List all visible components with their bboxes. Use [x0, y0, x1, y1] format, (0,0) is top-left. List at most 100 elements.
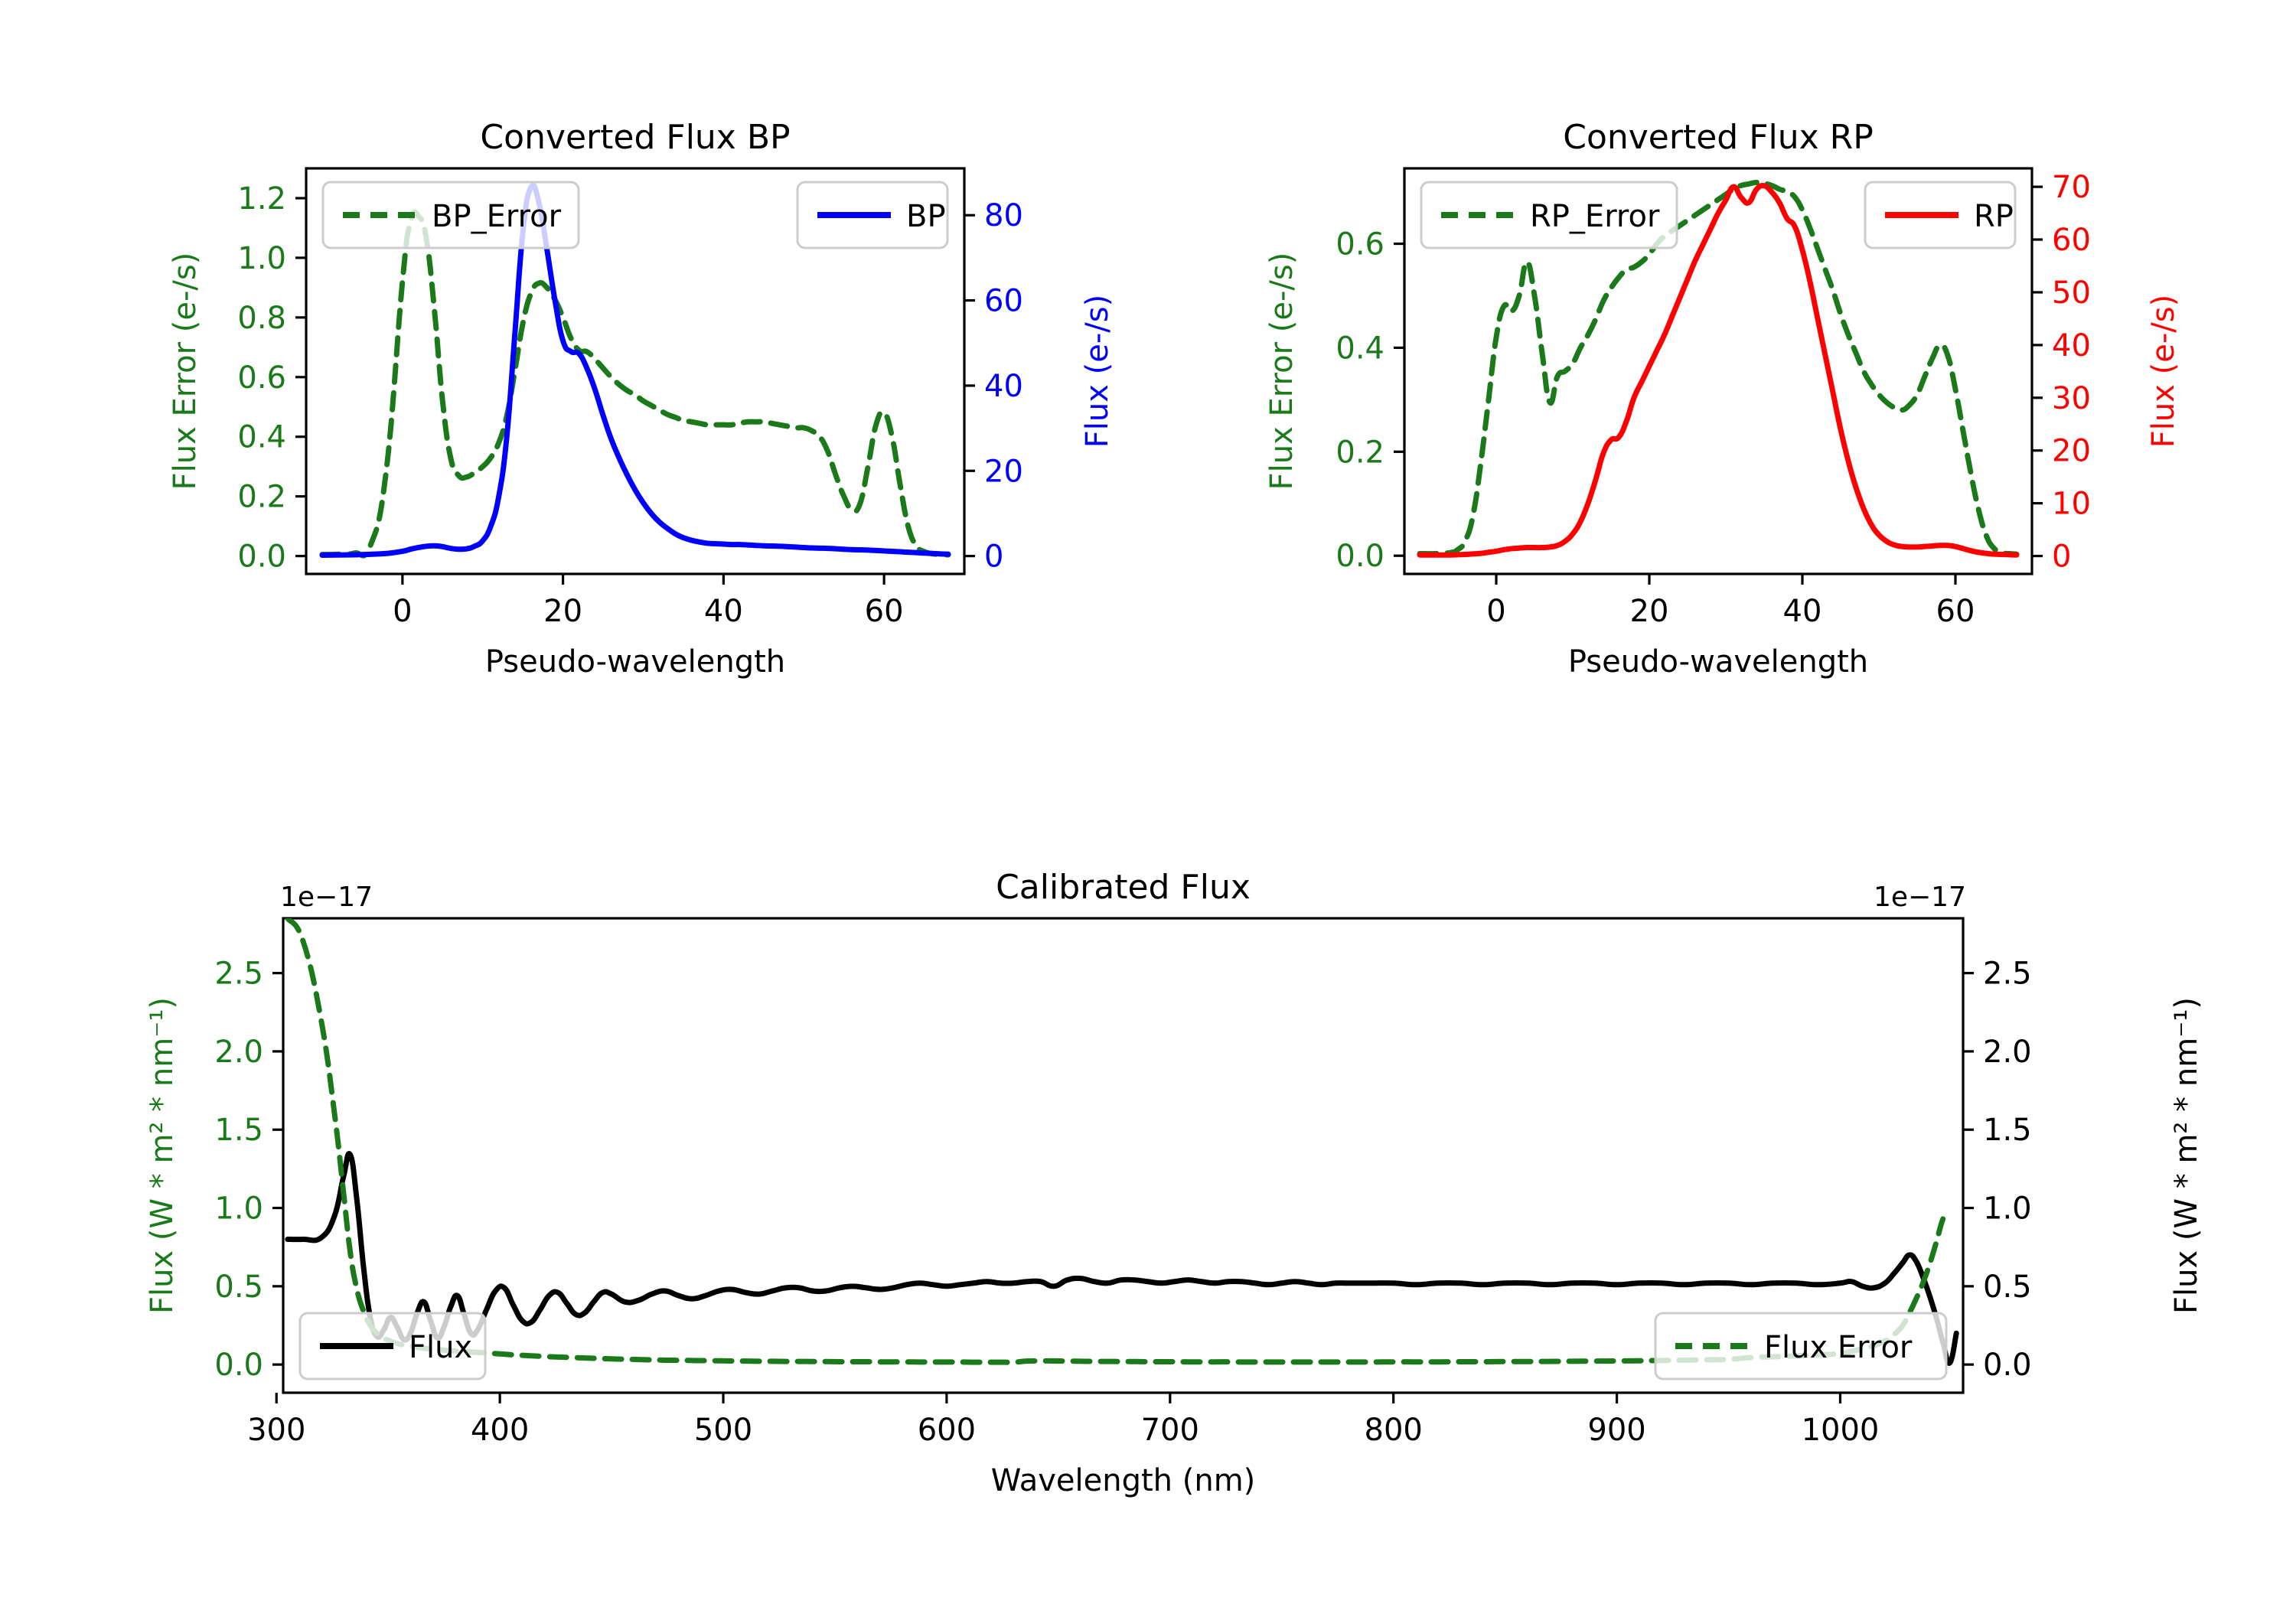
data-curves: [319, 182, 951, 559]
y-tick-label-right: 1.0: [1983, 1191, 2032, 1227]
chart-panel-converted-flux-rp: Converted Flux RP 0 20 40 60 Pseudo-wavelengt…: [1102, 84, 2296, 804]
x-tick-label: 60: [865, 594, 904, 629]
legend-box: [321, 181, 580, 249]
x-tick-label: 700: [1141, 1413, 1199, 1448]
legend-label: Flux Error: [1764, 1330, 1913, 1365]
chart-title-converted-flux-bp: Converted Flux BP: [480, 118, 790, 157]
x-tick-label: 40: [704, 594, 743, 629]
x-axis-label: Wavelength (nm): [991, 1463, 1256, 1498]
series-bp-error: [319, 209, 951, 559]
legend-label: BP_Error: [432, 199, 562, 234]
series-rp: [1417, 182, 2020, 558]
plot-frame: [282, 917, 1965, 1394]
y-axis-left: 0.0 0.5 1.0 1.5 2.0 2.5 Flux (W * m² * nm⁻¹): [145, 957, 283, 1383]
legend-box: [1420, 181, 1678, 249]
data-curves: [285, 918, 1959, 1366]
y-axis-label-right: Flux (W * m² * nm⁻¹): [2169, 997, 2204, 1314]
x-axis: 0 20 40 60 Pseudo-wavelength: [393, 574, 904, 680]
y-tick-label-left: 1.5: [214, 1113, 263, 1148]
legend-bp[interactable]: BP: [796, 181, 949, 249]
chart-panel-converted-flux-bp: Converted Flux BP 0 20 40 60 Pseudo-wavelengt…: [0, 84, 1194, 804]
y-tick-label-left: 2.5: [214, 957, 263, 992]
y-tick-label-right: 2.0: [1983, 1035, 2032, 1070]
legend-rp[interactable]: RP: [1864, 181, 2017, 249]
y-tick-label-right: 60: [2052, 223, 2091, 258]
y-axis-right: 0.0 0.5 1.0 1.5 2.0 2.5 Flux (W * m² * nm⁻¹): [1963, 957, 2204, 1383]
y-tick-label-right: 80: [984, 198, 1023, 233]
y-axis-right: 0 20 40 60 80 Flux (e-/s): [964, 198, 1115, 575]
series-rp-error: [1417, 179, 2020, 557]
y-tick-label-left: 0.4: [1336, 331, 1384, 366]
chart-title-converted-flux-rp: Converted Flux RP: [1563, 118, 1874, 157]
x-tick-label: 600: [918, 1413, 976, 1448]
y-axis-left: 0.0 0.2 0.4 0.6 Flux Error (e-/s): [1264, 227, 1404, 574]
y-axis-left: 0.0 0.2 0.4 0.6 0.8 1.0 1.2 Flux Error (e-/s): [168, 181, 306, 575]
x-tick-label: 900: [1587, 1413, 1645, 1448]
y-axis-right: 0 10 20 30 40 50 60 70 Flux (e-/s): [2032, 170, 2181, 575]
y-tick-label-left: 0.2: [237, 480, 286, 515]
x-tick-label: 40: [1783, 594, 1822, 629]
chart-title-calibrated-flux: Calibrated Flux: [996, 868, 1251, 907]
y-tick-label-right: 20: [984, 454, 1023, 489]
x-axis-label: Pseudo-wavelength: [485, 644, 785, 680]
legend-label: RP: [1974, 199, 2014, 234]
y-axis-label-left: Flux Error (e-/s): [1264, 253, 1300, 491]
legend-rp-error[interactable]: RP_Error: [1420, 181, 1678, 249]
y-tick-label-right: 40: [984, 369, 1023, 404]
x-tick-label: 60: [1936, 594, 1975, 629]
plot-frame: [305, 167, 966, 575]
y-tick-label-right: 0.0: [1983, 1348, 2032, 1383]
data-curves: [1417, 179, 2020, 558]
y-tick-label-right: 0.5: [1983, 1270, 2032, 1305]
plot-frame: [1403, 167, 2033, 575]
x-tick-label: 300: [247, 1413, 305, 1448]
series-flux: [285, 1151, 1959, 1366]
y-tick-label-left: 0.0: [214, 1348, 263, 1383]
y-tick-label-left: 0.2: [1336, 435, 1384, 470]
legend-bp-error[interactable]: BP_Error: [321, 181, 580, 249]
y-tick-label-left: 0.0: [1336, 539, 1384, 574]
legend-label: Flux: [409, 1330, 472, 1365]
offset-text-right: 1e−17: [1874, 882, 1966, 913]
y-tick-label-right: 1.5: [1983, 1113, 2032, 1148]
y-tick-label-left: 0.6: [1336, 227, 1384, 262]
y-axis-label-left: Flux Error (e-/s): [168, 253, 203, 491]
y-tick-label-left: 0.5: [214, 1270, 263, 1305]
x-tick-label: 400: [471, 1413, 529, 1448]
y-tick-label-right: 10: [2052, 487, 2091, 522]
y-tick-label-right: 2.5: [1983, 957, 2032, 992]
x-axis-label: Pseudo-wavelength: [1568, 644, 1868, 680]
x-axis: 0 20 40 60 Pseudo-wavelength: [1486, 574, 1975, 680]
series-bp: [319, 182, 951, 558]
series-flux-error: [285, 918, 1946, 1365]
legend-flux[interactable]: Flux: [298, 1312, 487, 1380]
y-tick-label-left: 0.4: [237, 420, 286, 455]
offset-text-left: 1e−17: [280, 882, 373, 913]
y-tick-label-right: 0: [984, 539, 1003, 575]
x-tick-label: 500: [694, 1413, 752, 1448]
y-tick-label-right: 50: [2052, 275, 2091, 311]
y-tick-label-left: 1.0: [237, 241, 286, 276]
y-axis-label-right: Flux (e-/s): [2146, 295, 2181, 448]
x-tick-label: 0: [393, 594, 412, 629]
legend-flux-error[interactable]: Flux Error: [1654, 1312, 1948, 1380]
y-tick-label-left: 1.2: [237, 181, 286, 217]
x-tick-label: 1000: [1802, 1413, 1880, 1448]
x-tick-label: 800: [1365, 1413, 1423, 1448]
y-tick-label-right: 60: [984, 284, 1023, 319]
y-tick-label-right: 40: [2052, 328, 2091, 363]
y-tick-label-right: 0: [2052, 539, 2071, 575]
y-tick-label-left: 1.0: [214, 1191, 263, 1227]
x-tick-label: 0: [1486, 594, 1505, 629]
x-tick-label: 20: [543, 594, 582, 629]
legend-label: RP_Error: [1530, 199, 1660, 234]
x-axis: 300 400 500 600 700 800 900 1000 Wavelength (nm): [247, 1393, 1879, 1498]
legend-box: [1654, 1312, 1948, 1380]
y-tick-label-left: 2.0: [214, 1035, 263, 1070]
y-tick-label-left: 0.0: [237, 539, 286, 575]
x-tick-label: 20: [1630, 594, 1669, 629]
y-axis-label-right: Flux (e-/s): [1080, 295, 1115, 448]
chart-panel-calibrated-flux: Calibrated Flux 1e−17 1e−17 300 400 500 600 700…: [0, 846, 2296, 1599]
y-axis-label-left: Flux (W * m² * nm⁻¹): [145, 997, 180, 1314]
